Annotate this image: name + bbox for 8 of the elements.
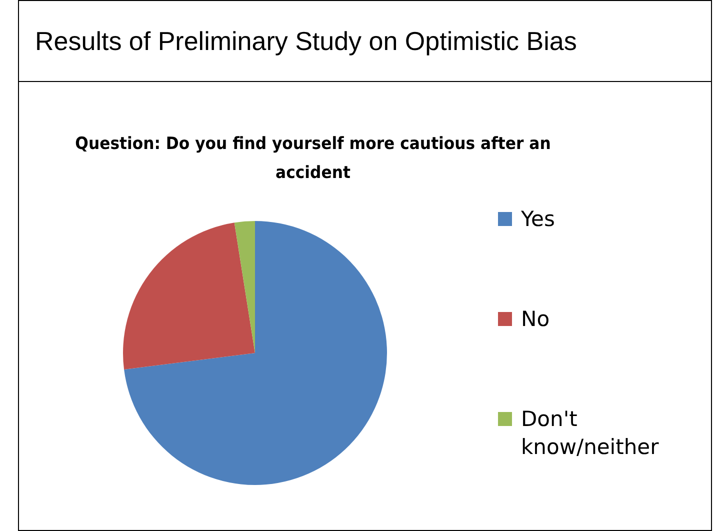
legend-label: No bbox=[521, 306, 551, 333]
pie-slice bbox=[123, 222, 255, 370]
pie-slice bbox=[234, 221, 255, 353]
chart-title: Results of Preliminary Study on Optimistic Bias bbox=[18, 0, 712, 82]
chart-subtitle: Question: Do you find yourself more cautious after an accident bbox=[74, 133, 552, 185]
legend-label: Don't know/neither bbox=[521, 406, 660, 461]
legend-label: Yes bbox=[521, 206, 556, 233]
pie-slice bbox=[124, 221, 387, 485]
